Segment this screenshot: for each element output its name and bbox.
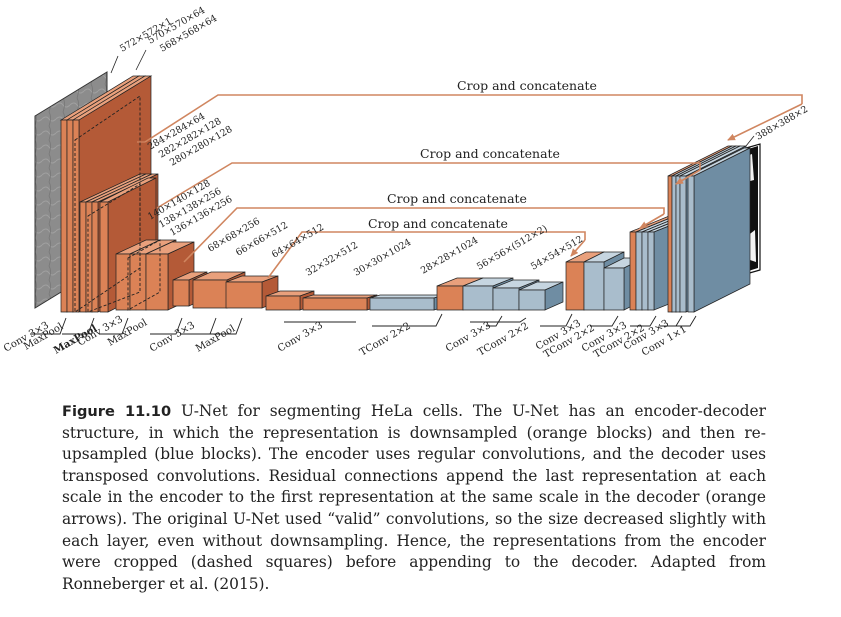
op-conv-3: Conv 3×3 <box>148 320 197 355</box>
op-connector-7 <box>372 313 443 327</box>
caption-text: U-Net for segmenting HeLa cells. The U-N… <box>62 402 766 593</box>
op-connector-11 <box>590 315 619 327</box>
decoder-block-19 <box>518 281 564 311</box>
decoder-block-31 <box>687 147 751 313</box>
dim-32: 32×32×512 <box>304 240 360 279</box>
op-connector-10 <box>540 313 573 327</box>
figure-label: Figure 11.10 <box>62 403 172 420</box>
decoder-block-15 <box>369 294 445 311</box>
op-connector-5 <box>205 317 243 335</box>
operation-labels: Conv 3×3 MaxPool MaxPool Conv 3×3 MaxPoo… <box>2 314 689 361</box>
skip-connection-1 <box>137 94 803 143</box>
skip-connection-2 <box>156 162 701 209</box>
encoder-block-14 <box>302 294 378 311</box>
op-conv-4: Conv 3×3 <box>276 320 325 355</box>
skip-connection-3 <box>183 207 665 263</box>
op-connector-1 <box>62 317 95 335</box>
op-connector-3 <box>150 317 183 335</box>
dim-28: 28×28×1024 <box>419 235 480 277</box>
op-connector-14 <box>676 315 697 327</box>
op-maxpool-4: MaxPool <box>194 323 237 354</box>
skip-connection-4 <box>267 231 586 279</box>
op-connectors <box>30 313 697 335</box>
dim-30: 30×30×1024 <box>352 237 413 279</box>
crop-label-2: Crop and concatenate <box>420 146 560 161</box>
op-connector-2 <box>100 317 129 335</box>
figure-caption: Figure 11.10 U-Net for segmenting HeLa c… <box>62 401 766 595</box>
crop-label-3: Crop and concatenate <box>387 191 527 206</box>
op-connector-8 <box>470 317 527 323</box>
op-connector-12 <box>630 315 657 327</box>
crop-label-4: Crop and concatenate <box>368 216 508 231</box>
crop-label-1: Crop and concatenate <box>457 78 597 93</box>
feature-map-blocks <box>59 75 751 313</box>
op-connector-0 <box>30 317 67 335</box>
unet-diagram: Crop and concatenate Crop and concatenat… <box>2 5 810 361</box>
op-connector-9 <box>486 315 503 327</box>
crop-squares <box>74 95 161 313</box>
